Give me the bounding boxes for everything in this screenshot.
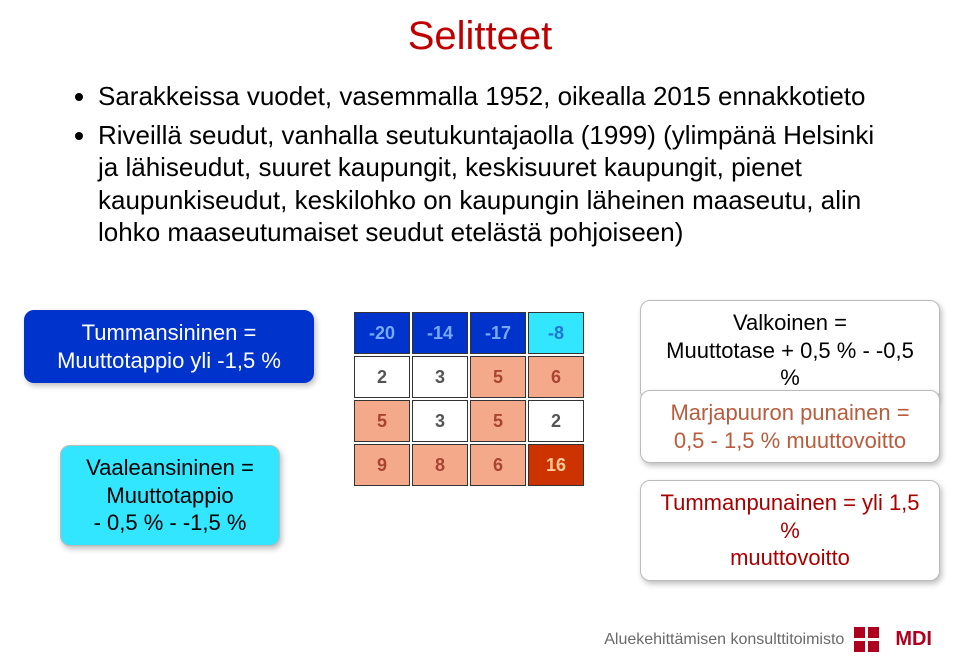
heatmap-cell: 8 <box>412 444 468 486</box>
legend-label: Muuttotase + 0,5 % - -0,5 % <box>655 337 925 392</box>
legend-label: - 0,5 % - -1,5 % <box>75 509 265 537</box>
legend-label: Muuttotappio <box>75 482 265 510</box>
legend-salmon: Marjapuuron punainen = 0,5 - 1,5 % muutt… <box>640 390 940 463</box>
footer-text: Aluekehittämisen konsulttitoimisto <box>604 631 844 649</box>
heatmap-cell: 2 <box>528 400 584 442</box>
bullet-item: Riveillä seudut, vanhalla seutukuntajaol… <box>98 119 898 249</box>
legend-label: Marjapuuron punainen = <box>655 399 925 427</box>
legend-darkred: Tummanpunainen = yli 1,5 % muuttovoitto <box>640 480 940 581</box>
heatmap-cell: 3 <box>412 356 468 398</box>
heatmap-cell: -20 <box>354 312 410 354</box>
legend-label: Tummansininen = <box>39 319 299 347</box>
heatmap-cell: 2 <box>354 356 410 398</box>
legend-white: Valkoinen = Muuttotase + 0,5 % - -0,5 % <box>640 300 940 401</box>
heatmap-cell: -8 <box>528 312 584 354</box>
heatmap-cell: 6 <box>528 356 584 398</box>
footer: Aluekehittämisen konsulttitoimisto MDI <box>604 627 932 652</box>
heatmap-cell: 16 <box>528 444 584 486</box>
heatmap: -20-14-17-82356535298616 <box>352 310 586 488</box>
legend-label: Tummanpunainen = yli 1,5 % <box>655 489 925 544</box>
legend-label: Vaaleansininen = <box>75 454 265 482</box>
heatmap-table: -20-14-17-82356535298616 <box>352 310 586 488</box>
legend-darkblue: Tummansininen = Muuttotappio yli -1,5 % <box>24 310 314 383</box>
heatmap-cell: 6 <box>470 444 526 486</box>
heatmap-cell: 9 <box>354 444 410 486</box>
legend-label: 0,5 - 1,5 % muuttovoitto <box>655 427 925 455</box>
legend-label: Muuttotappio yli -1,5 % <box>39 347 299 375</box>
heatmap-cell: -14 <box>412 312 468 354</box>
legend-lightblue: Vaaleansininen = Muuttotappio - 0,5 % - … <box>60 445 280 546</box>
heatmap-cell: 5 <box>470 400 526 442</box>
bullet-list: Sarakkeissa vuodet, vasemmalla 1952, oik… <box>68 80 898 255</box>
page-title: Selitteet <box>0 14 960 59</box>
heatmap-cell: 5 <box>354 400 410 442</box>
bullet-item: Sarakkeissa vuodet, vasemmalla 1952, oik… <box>98 80 898 113</box>
logo-text: MDI <box>895 628 932 651</box>
heatmap-cell: 3 <box>412 400 468 442</box>
logo-icon <box>854 627 879 652</box>
legend-label: muuttovoitto <box>655 544 925 572</box>
heatmap-cell: 5 <box>470 356 526 398</box>
legend-label: Valkoinen = <box>655 309 925 337</box>
heatmap-cell: -17 <box>470 312 526 354</box>
